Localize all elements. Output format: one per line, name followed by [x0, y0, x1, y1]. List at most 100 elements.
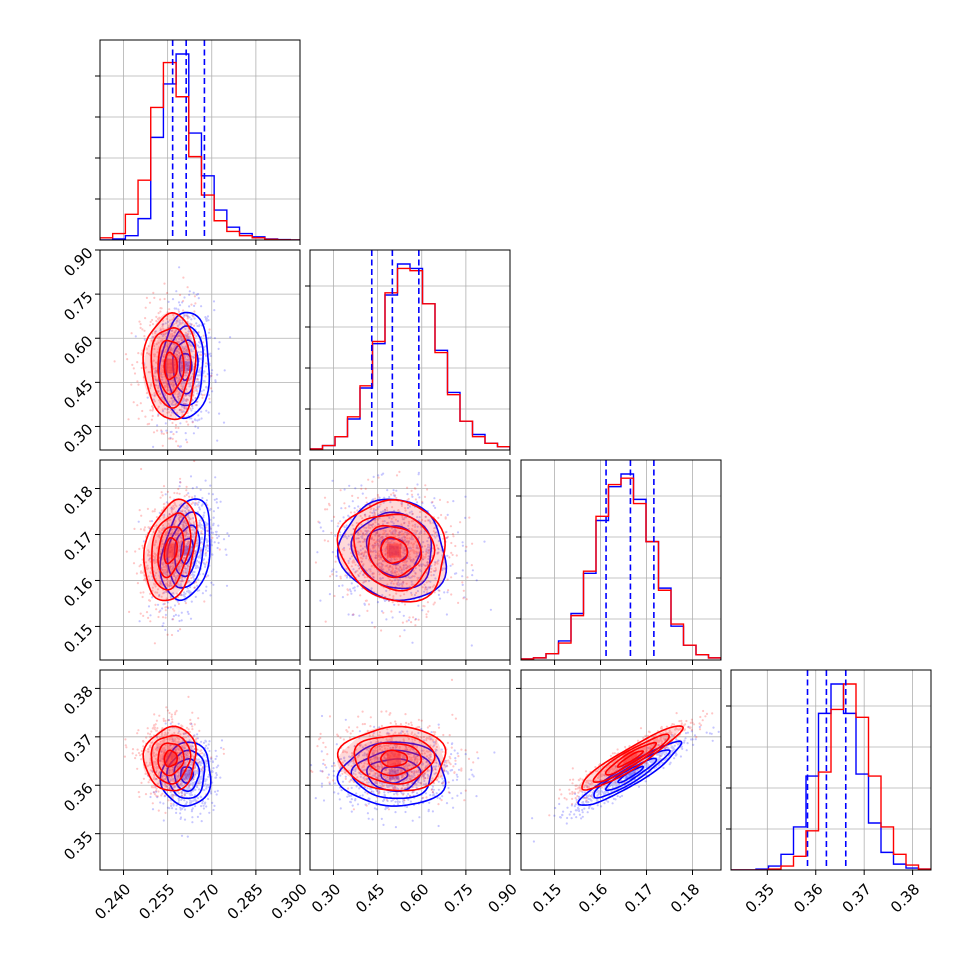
scatter-point: [371, 511, 374, 515]
scatter-point: [381, 520, 384, 523]
scatter-point: [411, 575, 414, 578]
scatter-point: [178, 774, 181, 777]
scatter-point: [218, 341, 221, 344]
scatter-point: [177, 340, 181, 344]
scatter-point: [190, 747, 193, 750]
scatter-point: [426, 519, 430, 522]
contour-line: [352, 513, 436, 592]
scatter-point: [436, 560, 439, 564]
scatter-point: [420, 564, 423, 568]
scatter-point: [154, 555, 157, 559]
scatter-point: [185, 572, 188, 575]
scatter-point: [219, 500, 222, 503]
scatter-point: [166, 584, 169, 587]
scatter-point: [178, 266, 181, 269]
scatter-point: [195, 565, 198, 568]
scatter-point: [172, 347, 175, 350]
scatter-point: [391, 570, 394, 574]
scatter-point: [186, 504, 189, 508]
scatter-point: [204, 375, 207, 378]
scatter-point: [169, 518, 172, 521]
scatter-point: [178, 568, 181, 571]
scatter-point: [200, 357, 203, 360]
scatter-point: [188, 784, 191, 787]
scatter-point: [177, 380, 180, 383]
scatter-point: [401, 585, 404, 588]
scatter-point: [216, 536, 219, 540]
scatter-point: [168, 771, 171, 775]
scatter-point: [442, 561, 445, 564]
scatter-point: [339, 489, 342, 492]
scatter-point: [373, 546, 376, 549]
scatter-point: [176, 320, 179, 323]
scatter-point: [202, 334, 205, 337]
scatter-point: [161, 376, 164, 379]
scatter-point: [406, 532, 409, 536]
scatter-point: [166, 311, 169, 314]
scatter-point: [394, 518, 397, 521]
scatter-point: [377, 523, 380, 526]
density-peak: [181, 545, 192, 556]
scatter-point: [176, 600, 179, 603]
scatter-point: [438, 498, 442, 501]
scatter-point: [187, 516, 190, 519]
scatter-point: [186, 772, 189, 776]
scatter-point: [186, 337, 189, 340]
scatter-point: [170, 332, 174, 336]
scatter-point: [151, 408, 154, 411]
scatter-point: [194, 770, 197, 773]
scatter-point: [168, 373, 171, 376]
scatter-point: [175, 377, 178, 380]
scatter-point: [400, 533, 404, 536]
scatter-point: [204, 565, 207, 569]
scatter-point: [147, 345, 150, 348]
panel-grid: [100, 250, 300, 450]
scatter-point: [154, 372, 157, 375]
scatter-point: [165, 570, 168, 573]
scatter-point: [178, 319, 181, 322]
scatter-point: [193, 331, 196, 334]
scatter-point: [180, 382, 183, 385]
scatter-point: [168, 512, 171, 516]
scatter-point: [170, 329, 173, 332]
scatter-point: [200, 523, 203, 527]
scatter-point: [395, 582, 398, 585]
scatter-point: [148, 599, 152, 602]
scatter-point: [170, 411, 174, 414]
scatter-point: [185, 552, 188, 555]
scatter-point: [132, 401, 135, 404]
scatter-point: [168, 524, 171, 527]
scatter-point: [153, 561, 156, 565]
scatter-point: [143, 338, 146, 341]
scatter-point: [380, 511, 383, 514]
scatter-point: [161, 360, 164, 363]
scatter-point: [153, 560, 156, 563]
scatter-point: [147, 567, 150, 570]
scatter-point: [195, 404, 198, 407]
scatter-point: [408, 532, 411, 536]
scatter-point: [416, 545, 419, 548]
scatter-point: [124, 353, 128, 356]
scatter-point: [204, 317, 208, 320]
scatter-point: [191, 807, 194, 810]
scatter-point: [181, 386, 184, 389]
scatter-point: [370, 507, 373, 510]
scatter-point: [437, 540, 440, 543]
scatter-point: [407, 576, 410, 579]
scatter-point: [424, 586, 427, 589]
scatter-point: [336, 525, 339, 528]
scatter-point: [168, 585, 171, 588]
scatter-point: [157, 413, 160, 416]
scatter-point: [207, 797, 210, 801]
scatter-point: [149, 620, 152, 623]
scatter-point: [157, 615, 160, 619]
scatter-point: [196, 377, 199, 380]
scatter-point: [374, 556, 377, 559]
scatter-point: [391, 539, 394, 542]
scatter-point: [170, 775, 173, 778]
scatter-point: [180, 514, 183, 517]
scatter-point: [197, 758, 200, 761]
scatter-point: [359, 540, 362, 543]
scatter-point: [188, 775, 191, 779]
contour-line: [142, 311, 197, 421]
